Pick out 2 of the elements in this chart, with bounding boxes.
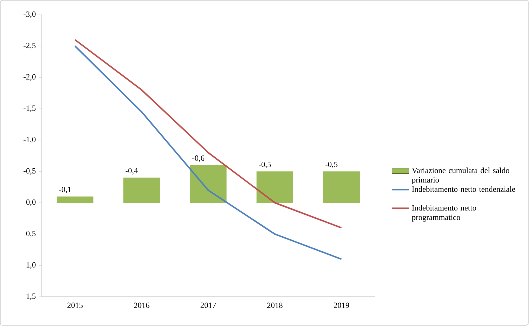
line-series bbox=[74, 39, 342, 229]
line-series bbox=[74, 46, 342, 260]
